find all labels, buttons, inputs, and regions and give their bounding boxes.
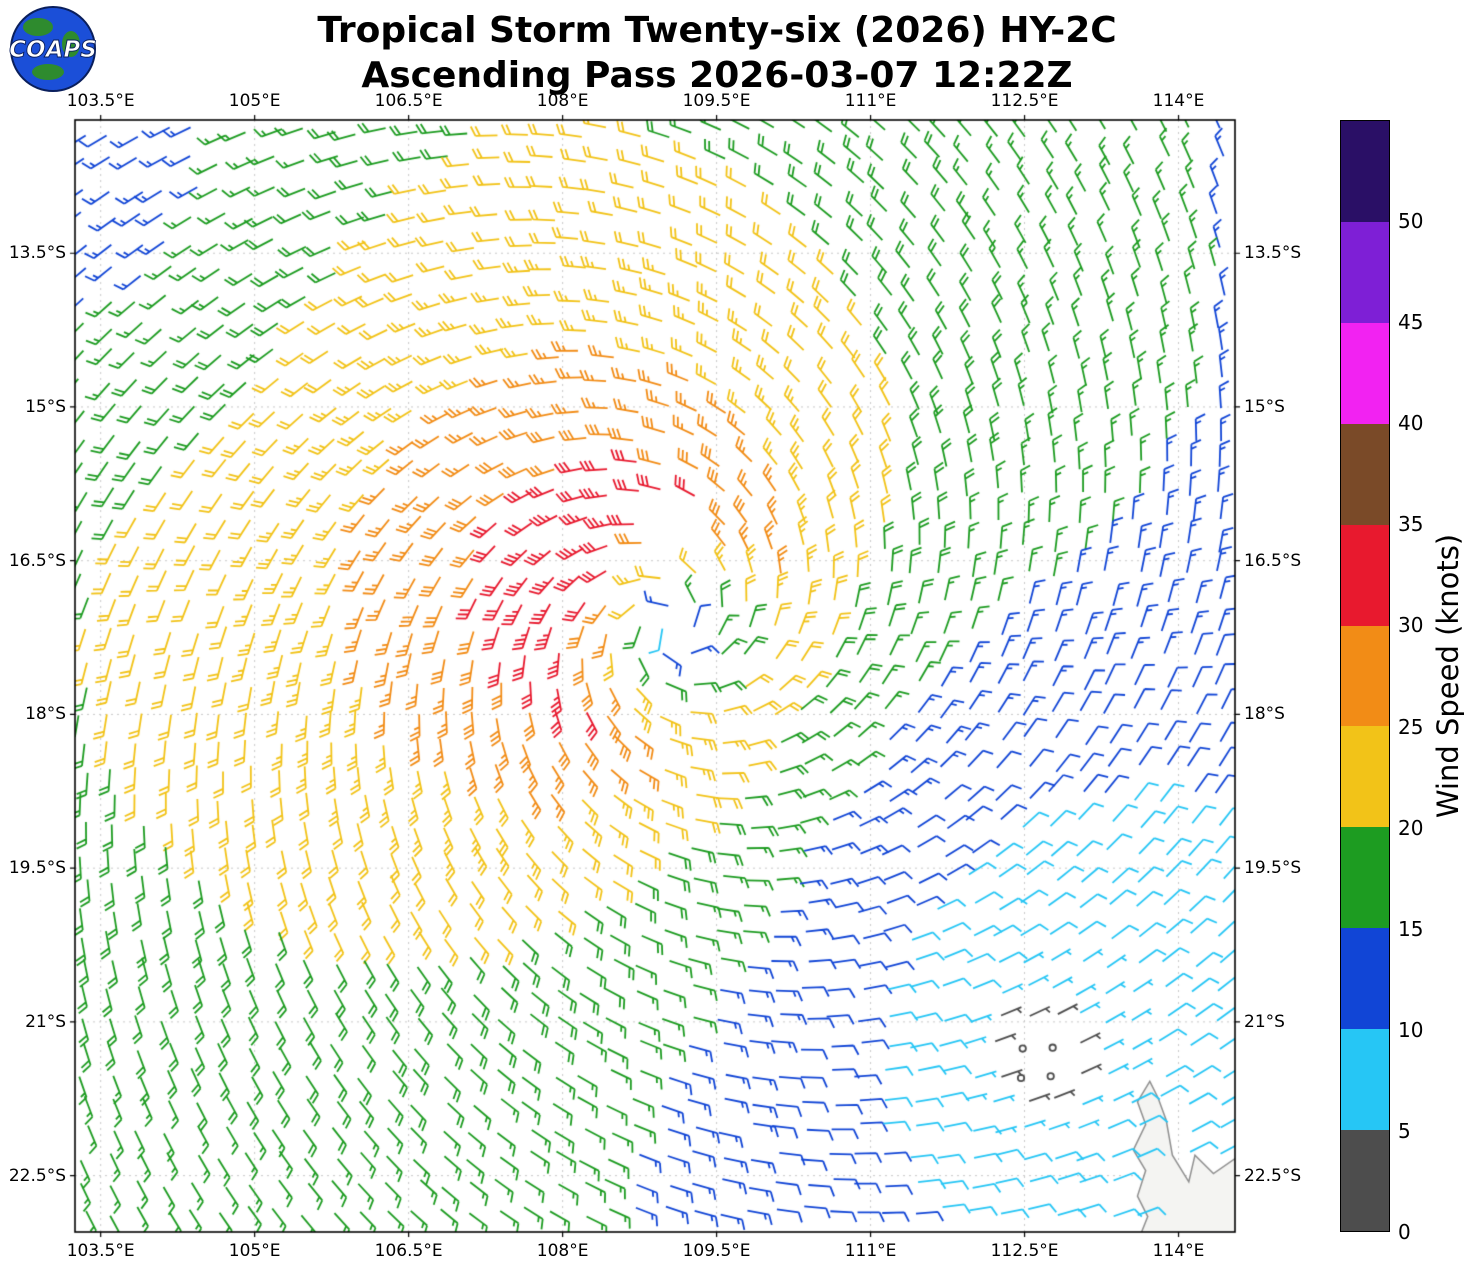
colorbar-segment-20 xyxy=(1341,726,1389,828)
colorbar-segment-30 xyxy=(1341,524,1389,626)
page-title-line2: Ascending Pass 2026-03-07 12:22Z xyxy=(361,55,1073,96)
colorbar xyxy=(1340,120,1390,1232)
colorbar-segment-5 xyxy=(1341,1029,1389,1131)
colorbar-segment-15 xyxy=(1341,827,1389,929)
logo-text: COAPS xyxy=(9,37,97,63)
colorbar-segment-10 xyxy=(1341,928,1389,1030)
colorbar-axis-label: Wind Speed (knots) xyxy=(1431,533,1465,819)
title-block: Tropical Storm Twenty-six (2026) HY-2C A… xyxy=(0,8,1434,98)
colorbar-segment-50 xyxy=(1341,121,1389,222)
logo-continent xyxy=(32,64,64,80)
colorbar-segment-35 xyxy=(1341,423,1389,525)
colorbar-segment-25 xyxy=(1341,625,1389,727)
colorbar-segment-0 xyxy=(1341,1130,1389,1231)
colorbar-segment-40 xyxy=(1341,322,1389,424)
logo-continent xyxy=(23,18,53,36)
logo-continent xyxy=(62,31,80,57)
page-title-line1: Tropical Storm Twenty-six (2026) HY-2C xyxy=(317,10,1117,51)
coaps-logo: COAPS xyxy=(9,6,97,92)
colorbar-segment-45 xyxy=(1341,221,1389,323)
